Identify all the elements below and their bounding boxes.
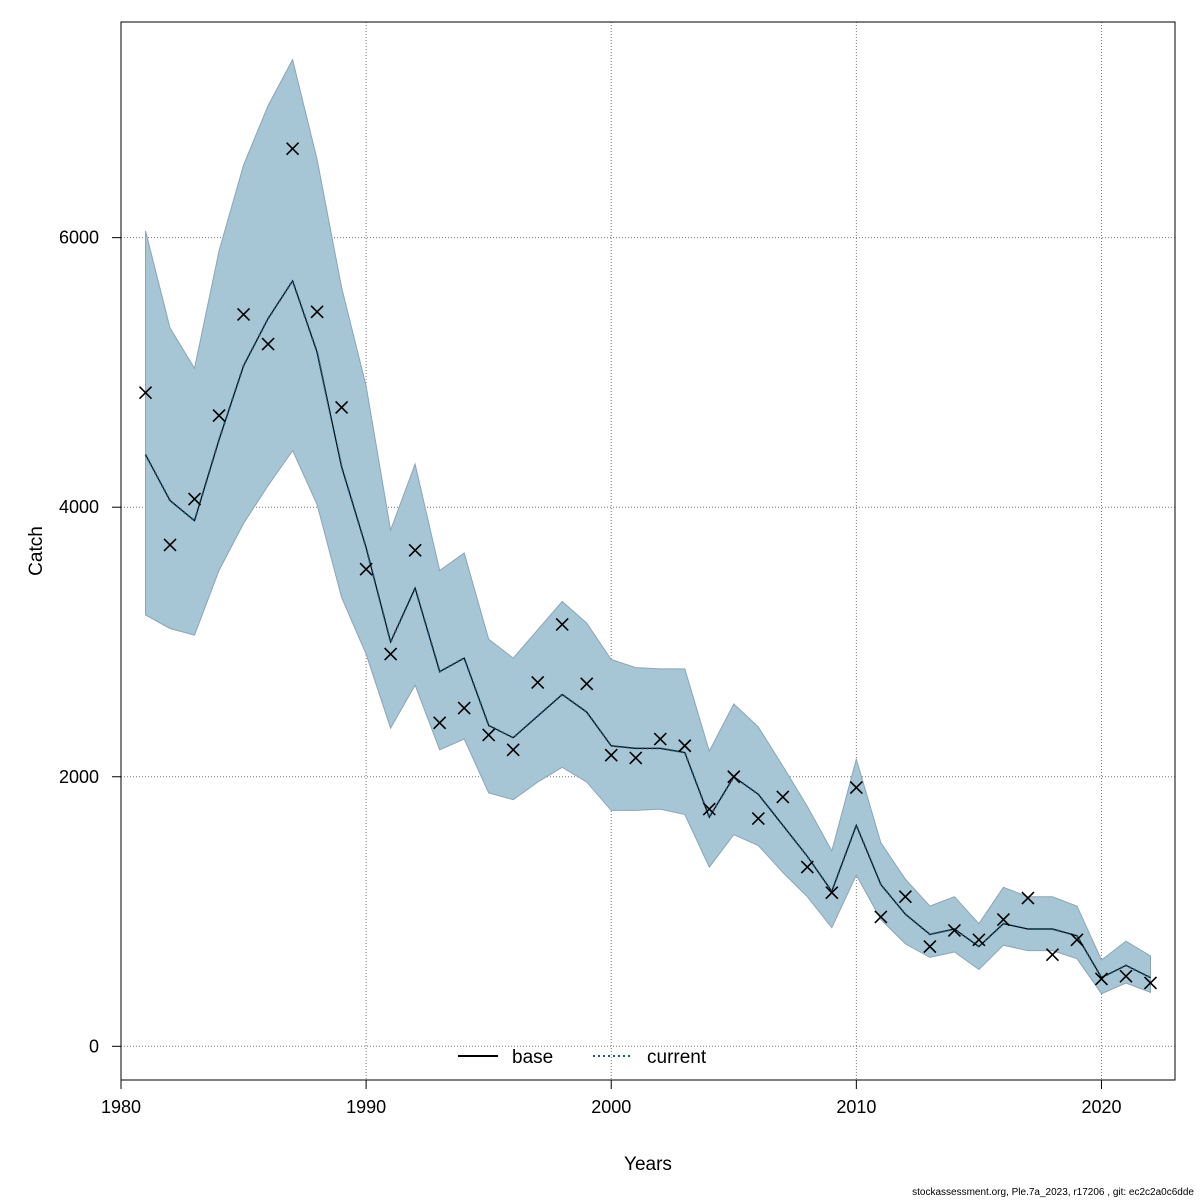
footer-credit: stockassessment.org, Ple.7a_2023, r17206…	[912, 1187, 1194, 1198]
observed-point-2022	[1143, 976, 1158, 990]
observed-point-2006	[751, 811, 765, 826]
observed-point-2010	[849, 780, 863, 795]
observed-point-1996	[506, 743, 520, 757]
plot-frame	[120, 21, 1176, 1081]
observed-point-2007	[776, 790, 790, 804]
observed-point-2004	[702, 802, 716, 816]
observed-point-2001	[629, 751, 643, 765]
x-tick-label-1980: 1980	[101, 1097, 141, 1117]
legend-current-label: current	[647, 1047, 707, 1068]
observed-point-1983	[187, 492, 202, 506]
observed-point-2018	[1045, 948, 1060, 962]
observed-point-2020	[1094, 972, 1109, 986]
legend: base current	[458, 1047, 707, 1068]
x-tick-label-2000: 2000	[591, 1097, 631, 1117]
y-tick-label-0: 0	[89, 1036, 99, 1056]
x-tick-label-1990: 1990	[346, 1097, 386, 1117]
observed-point-2021	[1119, 969, 1133, 983]
x-tick-label-2020: 2020	[1081, 1097, 1121, 1117]
observed-point-1981	[138, 386, 153, 400]
series-line-current	[144, 278, 1151, 979]
y-axis-title: Catch	[26, 526, 47, 576]
observed-point-2015	[972, 933, 986, 947]
confidence-band	[145, 58, 1151, 995]
observed-point-1993	[433, 716, 447, 730]
observed-point-2016	[996, 913, 1010, 927]
observed-point-2003	[678, 739, 692, 753]
observed-point-1984	[212, 408, 226, 423]
y-tick-label-2000: 2000	[59, 767, 99, 787]
x-axis-title: Years	[624, 1154, 672, 1175]
x-tick-label-2010: 2010	[836, 1097, 876, 1117]
legend-base-label: base	[512, 1047, 553, 1068]
observed-point-2017	[1021, 891, 1035, 905]
observed-point-2002	[653, 732, 667, 746]
observed-point-1991	[384, 647, 398, 661]
observed-point-1992	[408, 543, 422, 557]
observed-markers	[138, 142, 1158, 990]
observed-point-1999	[580, 677, 594, 691]
observed-point-2008	[800, 860, 814, 874]
observed-point-1995	[482, 728, 496, 742]
observed-point-1998	[555, 617, 569, 632]
confidence-band-area	[145, 58, 1151, 995]
observed-point-2013	[923, 940, 937, 954]
observed-point-1994	[457, 701, 471, 715]
observed-point-2005	[727, 770, 741, 784]
observed-point-2019	[1070, 933, 1084, 947]
x-axis: 1980 1990 2000 2010 2020	[101, 1080, 1121, 1117]
observed-point-1987	[286, 142, 300, 156]
y-axis: 0 2000 4000 6000	[59, 228, 121, 1056]
observed-point-1989	[335, 400, 349, 415]
observed-point-2009	[825, 886, 839, 900]
observed-point-1988	[310, 305, 324, 319]
observed-point-2000	[604, 748, 618, 762]
observed-point-2014	[947, 923, 961, 937]
observed-point-1985	[236, 307, 251, 322]
y-tick-label-4000: 4000	[59, 497, 99, 517]
observed-point-1982	[163, 538, 177, 552]
observed-point-1990	[359, 562, 373, 576]
observed-point-2012	[898, 890, 912, 904]
y-tick-label-6000: 6000	[59, 228, 99, 248]
observed-point-1986	[261, 337, 275, 351]
observed-point-1997	[531, 675, 545, 689]
observed-point-2011	[874, 910, 888, 924]
